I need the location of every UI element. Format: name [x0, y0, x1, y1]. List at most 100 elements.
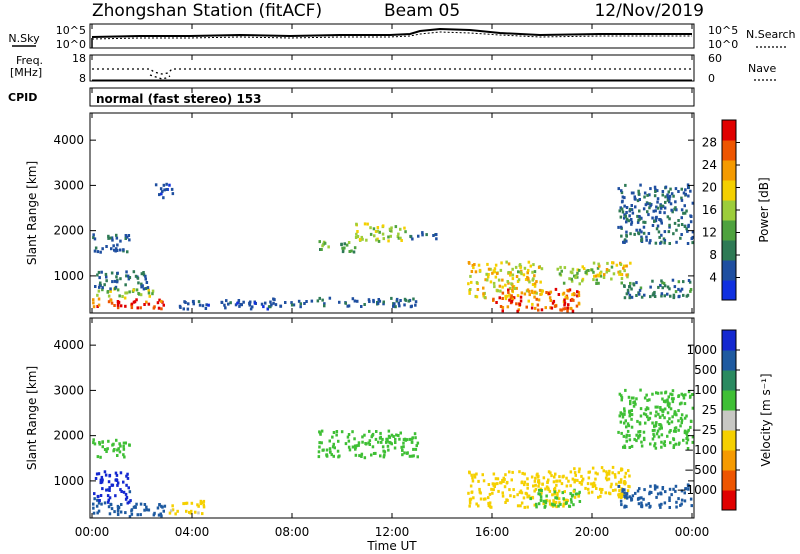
data-cell	[499, 268, 503, 272]
data-cell	[666, 215, 670, 219]
data-cell	[600, 466, 604, 470]
data-cell	[687, 186, 690, 190]
data-cell	[116, 513, 120, 516]
data-cell	[107, 439, 110, 443]
data-cell	[115, 438, 118, 442]
data-cell	[136, 276, 140, 280]
data-cell	[576, 294, 579, 298]
data-cell	[518, 263, 522, 267]
data-cell	[335, 430, 339, 433]
data-cell	[680, 413, 684, 417]
data-cell	[533, 270, 537, 274]
data-cell	[126, 501, 129, 505]
data-cell	[623, 475, 627, 479]
data-cell	[625, 433, 629, 437]
data-cell	[651, 279, 654, 283]
data-cell	[373, 234, 376, 238]
data-cell	[581, 265, 584, 269]
data-cell	[675, 228, 678, 232]
data-cell	[648, 416, 652, 420]
data-cell	[299, 302, 302, 306]
data-cell	[159, 512, 162, 516]
data-cell	[528, 293, 531, 297]
data-cell	[680, 502, 683, 506]
data-cell	[573, 471, 577, 475]
data-cell	[636, 199, 640, 203]
data-cell	[96, 293, 99, 297]
data-cell	[632, 283, 636, 287]
data-cell	[649, 295, 652, 299]
data-cell	[637, 189, 640, 193]
data-cell	[225, 299, 228, 303]
data-cell	[303, 302, 306, 305]
data-cell	[642, 430, 646, 434]
data-cell	[651, 421, 654, 425]
data-cell	[630, 425, 634, 429]
data-cell	[399, 299, 402, 302]
data-cell	[182, 502, 185, 506]
data-cell	[161, 190, 164, 194]
data-cell	[672, 194, 675, 198]
data-cell	[536, 303, 540, 307]
data-cell	[272, 301, 275, 305]
data-cell	[159, 187, 163, 191]
data-cell	[667, 422, 671, 426]
data-cell	[571, 309, 575, 313]
data-cell	[160, 307, 163, 311]
data-cell	[595, 487, 598, 490]
data-cell	[653, 444, 656, 448]
data-cell	[663, 211, 666, 215]
data-cell	[109, 287, 112, 291]
data-cell	[372, 227, 376, 231]
data-cell	[478, 490, 482, 494]
data-cell	[507, 290, 510, 294]
data-cell	[661, 193, 664, 197]
data-cell	[552, 500, 556, 504]
data-cell	[128, 515, 132, 519]
data-cell	[584, 271, 587, 274]
data-cell	[517, 278, 521, 282]
data-cell	[531, 283, 535, 286]
data-cell	[387, 235, 390, 239]
data-cell	[576, 478, 579, 482]
data-cell	[355, 444, 359, 448]
data-cell	[406, 451, 409, 455]
data-cell	[202, 503, 205, 507]
data-cell	[511, 470, 514, 474]
data-cell	[382, 302, 385, 306]
data-cell	[672, 446, 675, 449]
data-cell	[189, 511, 192, 515]
data-cell	[668, 405, 671, 409]
data-cell	[582, 267, 586, 271]
data-cell	[541, 289, 544, 293]
data-cell	[472, 266, 475, 270]
data-cell	[544, 487, 547, 491]
data-cell	[106, 500, 110, 504]
freq-panel: Freq. [MHz] 18 8 60 0 Nave	[10, 52, 778, 85]
ytick-label: 4000	[53, 338, 84, 352]
data-cell	[558, 501, 561, 505]
data-cell	[643, 191, 647, 195]
data-cell	[625, 220, 628, 224]
data-cell	[617, 471, 620, 475]
data-cell	[421, 233, 424, 237]
data-cell	[355, 222, 358, 226]
velocity-ylabel: Slant Range [km]	[25, 366, 39, 470]
data-cell	[584, 486, 587, 490]
data-cell	[113, 304, 116, 307]
data-cell	[597, 274, 601, 278]
data-cell	[519, 270, 522, 274]
data-cell	[668, 200, 671, 204]
data-cell	[376, 226, 380, 229]
data-cell	[363, 433, 366, 437]
data-cell	[555, 496, 559, 500]
data-cell	[392, 304, 395, 308]
data-cell	[549, 306, 552, 310]
data-cell	[162, 183, 166, 187]
data-cell	[560, 308, 563, 312]
data-cell	[332, 454, 335, 458]
data-cell	[411, 454, 414, 458]
data-cell	[139, 306, 142, 310]
data-cell	[158, 503, 161, 507]
